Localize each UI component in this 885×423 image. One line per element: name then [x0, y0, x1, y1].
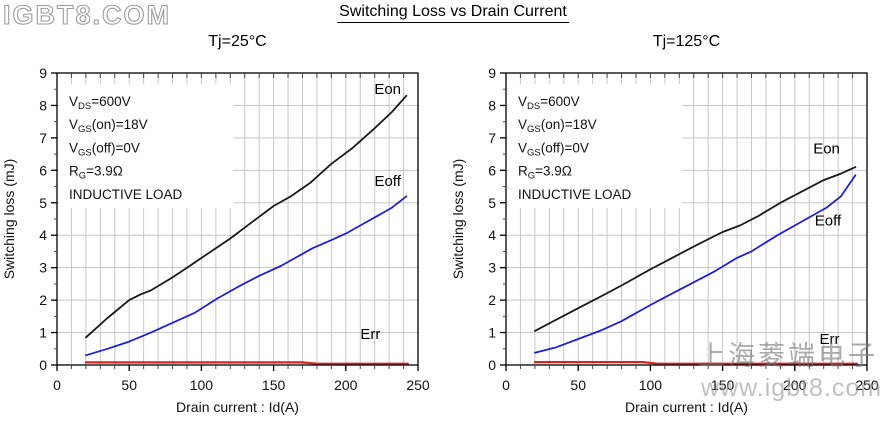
y-tick-label: 2 [488, 292, 496, 308]
y-tick-label: 3 [488, 260, 496, 276]
axis-tick-labels: 0 50 100 150 200 250 0 1 2 3 4 5 6 7 8 9 [488, 65, 879, 393]
y-tick-label: 4 [488, 227, 496, 243]
y-tick-label: 6 [488, 162, 496, 178]
x-axis-title: Drain current : Id(A) [625, 399, 748, 415]
page-title: Switching Loss vs Drain Current [337, 3, 569, 23]
series-line-eon [85, 94, 408, 339]
watermark-igbt8: IGBT8.COM [2, 0, 171, 31]
condition-line: RG=3.9Ω [518, 164, 572, 182]
condition-line: VGS(off)=0V [69, 140, 140, 158]
chart-tj125-canvas: VDS=600V VGS(on)=18V VGS(off)=0V RG=3.9Ω IND… [450, 65, 879, 415]
watermark-site-text: www.igbt8.com [701, 374, 883, 402]
condition-line: VGS(off)=0V [518, 140, 589, 158]
x-tick-label: 150 [711, 377, 735, 393]
y-tick-label: 4 [39, 227, 47, 243]
y-axis-title: Switching loss (mJ) [1, 159, 17, 280]
series-label-eon: Eon [374, 81, 401, 98]
series-label-err: Err [360, 326, 380, 343]
axis-ticks [51, 72, 419, 371]
conditions-box: VDS=600V VGS(on)=18V VGS(off)=0V RG=3.9Ω IND… [508, 84, 682, 208]
x-tick-label: 250 [406, 377, 430, 393]
y-tick-label: 7 [488, 130, 496, 146]
x-tick-label: 200 [334, 377, 358, 393]
series [533, 166, 858, 365]
condition-line: VDS=600V [69, 94, 131, 112]
condition-line: INDUCTIVE LOAD [518, 187, 632, 202]
x-tick-label: 200 [783, 377, 807, 393]
x-tick-label: 50 [570, 377, 586, 393]
x-tick-label: 0 [502, 377, 510, 393]
series-line-eon [534, 166, 857, 332]
y-axis-title: Switching loss (mJ) [450, 159, 466, 280]
y-tick-label: 5 [39, 195, 47, 211]
series-label-eoff: Eoff [815, 213, 842, 230]
series-label-err: Err [819, 331, 839, 348]
chart-tj25-canvas: VDS=600V VGS(on)=18V VGS(off)=0V RG=3.9Ω IND… [1, 65, 430, 415]
condition-line: INDUCTIVE LOAD [69, 187, 183, 202]
y-tick-label: 2 [39, 292, 47, 308]
x-tick-label: 100 [190, 377, 214, 393]
y-tick-label: 3 [39, 260, 47, 276]
x-axis-title: Drain current : Id(A) [176, 399, 299, 415]
x-tick-label: 50 [121, 377, 137, 393]
condition-line: VDS=600V [518, 94, 580, 112]
x-tick-label: 250 [855, 377, 879, 393]
series [84, 94, 409, 365]
watermark-igbt8-text: IGBT8.COM [3, 0, 171, 30]
series-line-eoff [534, 174, 857, 354]
y-tick-label: 1 [39, 325, 47, 341]
x-tick-label: 150 [262, 377, 286, 393]
series-line-eoff [85, 195, 408, 357]
series-line-err [533, 361, 858, 365]
y-tick-label: 8 [39, 97, 47, 113]
y-tick-label: 1 [488, 325, 496, 341]
watermark-chinese-text: 上海菱端电子 [698, 341, 878, 371]
y-tick-label: 0 [39, 357, 47, 373]
series-label-eon: Eon [813, 140, 840, 157]
x-tick-label: 100 [639, 377, 663, 393]
condition-line: VGS(on)=18V [69, 117, 148, 135]
chart-tj25-title: Tj=25°C [208, 33, 267, 50]
axis-ticks [500, 72, 868, 371]
series-label-eoff: Eoff [374, 173, 401, 190]
chart-tj25: Tj=25°C VDS=600V VGS(on)=18V VGS(off)=0V RG… [0, 33, 443, 423]
chart-tj125-title: Tj=125°C [652, 33, 721, 50]
condition-line: VGS(on)=18V [518, 117, 597, 135]
y-tick-label: 7 [39, 130, 47, 146]
chart-tj125: Tj=125°C VDS=600V VGS(on)=18V VGS(off)=0V R… [449, 33, 885, 423]
y-tick-label: 0 [488, 357, 496, 373]
y-tick-label: 9 [488, 65, 496, 81]
series-line-err [84, 361, 409, 365]
condition-line: RG=3.9Ω [69, 164, 123, 182]
y-tick-label: 9 [39, 65, 47, 81]
y-tick-label: 8 [488, 97, 496, 113]
y-tick-label: 6 [39, 162, 47, 178]
axis-tick-labels: 0 50 100 150 200 250 0 1 2 3 4 5 6 7 8 9 [39, 65, 430, 393]
conditions-box: VDS=600V VGS(on)=18V VGS(off)=0V RG=3.9Ω IND… [59, 84, 233, 208]
y-tick-label: 5 [488, 195, 496, 211]
x-tick-label: 0 [53, 377, 61, 393]
